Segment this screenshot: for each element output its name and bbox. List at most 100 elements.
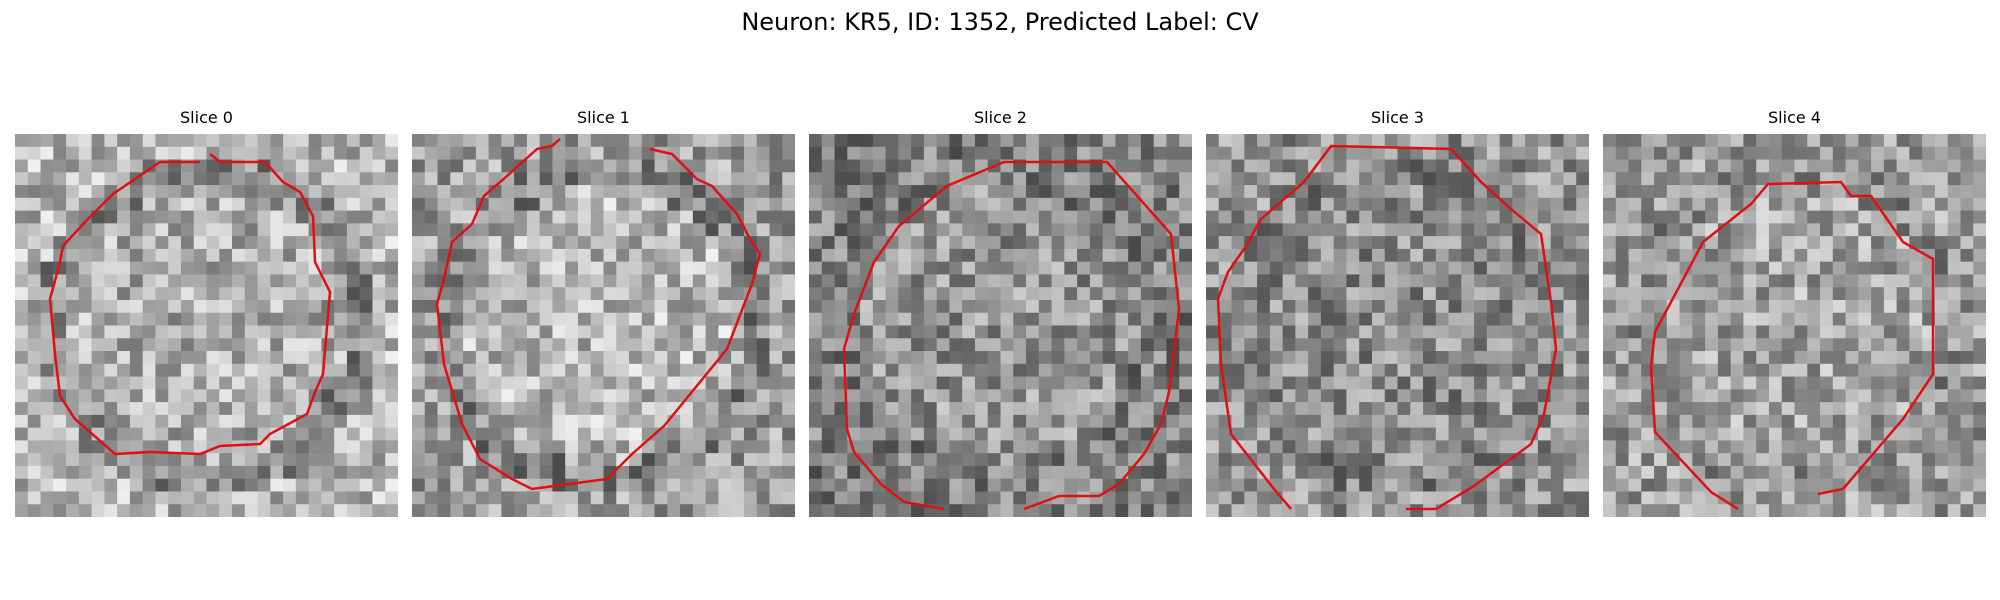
image-pixel — [1474, 236, 1488, 250]
image-pixel — [1794, 414, 1808, 429]
image-pixel — [1692, 453, 1706, 467]
image-pixel — [463, 197, 477, 212]
image-pixel — [53, 491, 67, 505]
image-pixel — [244, 261, 259, 276]
image-pixel — [756, 389, 771, 403]
image-pixel — [1692, 504, 1706, 517]
image-pixel — [142, 185, 157, 199]
image-pixel — [219, 146, 233, 161]
image-pixel — [295, 287, 310, 301]
image-pixel — [1000, 146, 1014, 161]
image-pixel — [1435, 325, 1450, 339]
image-pixel — [1435, 351, 1450, 365]
image-pixel — [1820, 504, 1834, 517]
image-pixel — [1654, 223, 1668, 237]
image-pixel — [1461, 248, 1475, 263]
image-pixel — [1756, 274, 1770, 288]
image-pixel — [283, 172, 297, 186]
image-pixel — [1231, 299, 1245, 314]
image-pixel — [1051, 197, 1065, 212]
image-pixel — [629, 299, 643, 314]
image-pixel — [1179, 491, 1192, 505]
image-pixel — [1269, 351, 1284, 365]
image-pixel — [232, 248, 246, 263]
image-pixel — [1666, 389, 1681, 403]
image-pixel — [142, 146, 157, 161]
image-pixel — [1333, 338, 1348, 352]
image-pixel — [1269, 402, 1284, 416]
image-pixel — [692, 223, 707, 237]
image-pixel — [1218, 427, 1233, 441]
image-pixel — [526, 363, 541, 378]
image-pixel — [514, 197, 528, 212]
image-pixel — [1064, 210, 1078, 224]
image-pixel — [616, 172, 630, 186]
image-pixel — [450, 427, 464, 441]
image-pixel — [872, 453, 887, 467]
image-pixel — [244, 465, 259, 480]
image-pixel — [15, 287, 29, 301]
image-pixel — [15, 223, 29, 237]
image-pixel — [1257, 274, 1271, 288]
image-pixel — [987, 274, 1002, 288]
image-pixel — [53, 325, 67, 339]
image-pixel — [424, 261, 439, 276]
image-pixel — [1333, 351, 1348, 365]
image-pixel — [129, 338, 144, 352]
image-pixel — [1896, 414, 1910, 429]
image-pixel — [731, 465, 745, 480]
image-pixel — [1359, 338, 1373, 352]
image-pixel — [15, 453, 29, 467]
image-pixel — [667, 351, 681, 365]
image-pixel — [40, 504, 54, 517]
image-pixel — [475, 287, 490, 301]
image-pixel — [501, 134, 515, 148]
image-pixel — [565, 223, 579, 237]
image-pixel — [974, 261, 989, 276]
image-pixel — [488, 376, 502, 390]
image-pixel — [1717, 325, 1732, 339]
segmentation-contour — [435, 138, 762, 491]
image-pixel — [1781, 185, 1796, 199]
image-pixel — [385, 440, 398, 454]
image-pixel — [155, 440, 169, 454]
image-pixel — [949, 274, 963, 288]
image-pixel — [603, 210, 617, 224]
image-pixel — [270, 223, 284, 237]
image-pixel — [769, 465, 783, 480]
image-pixel — [295, 325, 310, 339]
image-pixel — [718, 287, 732, 301]
image-pixel — [1064, 440, 1078, 454]
image-pixel — [1371, 338, 1386, 352]
image-pixel — [936, 440, 951, 454]
image-pixel — [552, 159, 566, 173]
image-pixel — [809, 504, 823, 517]
image-pixel — [219, 134, 233, 148]
image-pixel — [1615, 465, 1630, 480]
image-pixel — [1909, 338, 1923, 352]
image-pixel — [718, 363, 732, 378]
image-pixel — [1717, 351, 1732, 365]
image-pixel — [1333, 210, 1348, 224]
image-pixel — [437, 440, 451, 454]
image-pixel — [1960, 402, 1974, 416]
image-pixel — [1153, 376, 1168, 390]
image-pixel — [359, 299, 374, 314]
image-pixel — [1512, 236, 1526, 250]
image-pixel — [923, 146, 938, 161]
image-pixel — [1013, 351, 1027, 365]
image-pixel — [308, 402, 322, 416]
image-pixel — [692, 338, 707, 352]
image-pixel — [1128, 465, 1142, 480]
image-pixel — [1563, 338, 1577, 352]
image-pixel — [295, 440, 310, 454]
image-pixel — [1871, 312, 1885, 327]
image-pixel — [257, 248, 271, 263]
image-pixel — [616, 465, 630, 480]
image-pixel — [1550, 440, 1565, 454]
image-pixel — [1038, 478, 1053, 493]
image-pixel — [1295, 236, 1309, 250]
image-pixel — [346, 236, 361, 250]
image-pixel — [1231, 414, 1245, 429]
image-pixel — [565, 338, 579, 352]
